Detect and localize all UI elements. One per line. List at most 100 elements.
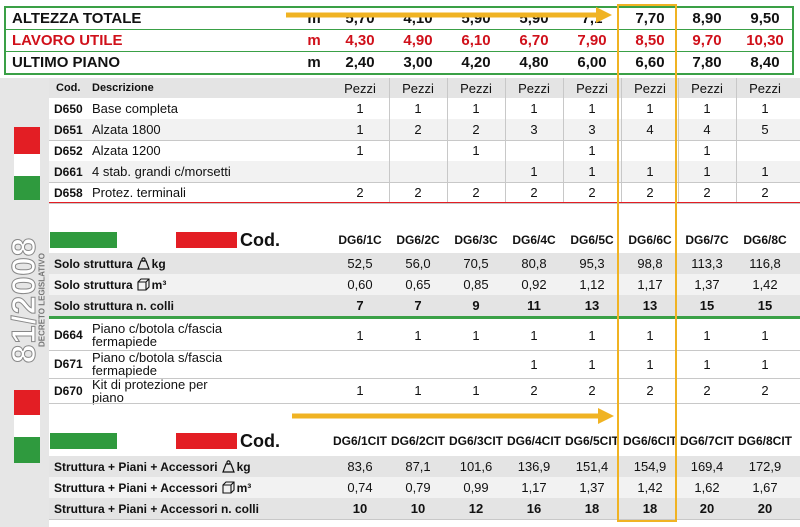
table-row: D651 Alzata 1800 1 2 2 3 3 4 4 5 [0, 119, 800, 140]
value-cell: 116,8 [749, 256, 781, 271]
value-cell: 9 [472, 298, 480, 313]
column-separator [447, 78, 448, 202]
row-bg [49, 477, 800, 498]
value-cell: 2 [588, 383, 596, 398]
value-cell: 2 [530, 185, 538, 200]
value-cell: 7 [356, 298, 364, 313]
spec-label: ALTEZZA TOTALE [12, 10, 142, 27]
highlight-column [617, 4, 677, 522]
value-cell: 2 [472, 185, 480, 200]
cube-icon [222, 481, 235, 494]
value-cell: 1 [703, 356, 711, 372]
row-separator [49, 140, 800, 141]
value-cell: 1 [646, 356, 654, 372]
value-cell: 1 [414, 327, 422, 343]
value-cell: 2 [414, 185, 422, 200]
value-cell: 154,9 [633, 459, 667, 474]
value-cell: 1 [530, 101, 538, 116]
spec-row: LAVORO UTILE m 4,30 4,90 6,10 6,70 7,90 8,50 9,7… [0, 30, 800, 51]
flag-2-green [14, 437, 40, 463]
value-cell: 2,40 [345, 54, 375, 71]
value-cell [331, 350, 389, 378]
value-cell: 1 [703, 143, 711, 158]
spec-label: Struttura + Piani + Accessori m³ [50, 477, 330, 498]
part-code: D658 [54, 185, 83, 200]
struct-cod-label: Cod. [240, 229, 280, 250]
full-green-swatch [50, 433, 117, 449]
spec-label-text: Solo struttura [54, 256, 133, 271]
spec-label: Struttura + Piani + Accessori n. colli [50, 498, 330, 519]
table-row: Struttura + Piani + Accessori n. colli 10… [0, 498, 800, 519]
table-row: Solo struttura n. colli 7 7 9 11 13 13 15 15 [0, 295, 800, 316]
table-row: D650 Base completa 1 1 1 1 1 1 1 1 [0, 98, 800, 119]
spec-label-text: Solo struttura [54, 277, 133, 292]
part-code: D664 [54, 328, 83, 342]
value-cell: 2 [356, 185, 364, 200]
value-cell: 1 [646, 101, 654, 116]
value-cell: 6,10 [461, 32, 491, 49]
value-cell: 1 [588, 101, 596, 116]
flag-2-white [14, 415, 40, 437]
value-cell: 1,12 [579, 277, 605, 292]
descr-header: Descrizione [92, 82, 154, 94]
value-cell: 1 [588, 356, 596, 372]
row-separator [49, 519, 800, 520]
full-cod-label: Cod. [240, 430, 280, 451]
arrow-top-icon [286, 7, 612, 23]
value-cell: 13 [584, 298, 600, 313]
value-cell: 56,0 [405, 256, 431, 271]
green-divider [49, 316, 800, 319]
value-cell: 1 [356, 143, 364, 158]
full-model-header: DG6/1CIT [332, 434, 387, 448]
flag-1-green [14, 176, 40, 200]
value-cell: 0,92 [521, 277, 547, 292]
unit-label: kg [236, 459, 251, 474]
value-cell: 1,62 [694, 480, 720, 495]
part-code: D650 [54, 101, 83, 116]
table-row: Struttura + Piani + Accessori kg 83,6 87,1 1… [0, 456, 800, 477]
value-cell: 3 [588, 122, 596, 137]
unit-label: m [307, 32, 321, 49]
value-cell: 1 [646, 164, 654, 179]
row-separator [49, 350, 800, 351]
value-cell: 0,85 [463, 277, 489, 292]
unit-label: m³ [236, 480, 252, 495]
table-row: D661 4 stab. grandi c/morsetti 1 1 1 1 1 [0, 161, 800, 182]
value-cell: 1 [472, 143, 480, 158]
struct-model-header: DG6/5C [570, 233, 614, 247]
value-cell: 2 [472, 122, 480, 137]
value-cell: 2 [761, 383, 769, 398]
value-cell: 1 [530, 356, 538, 372]
table-row: Solo struttura kg 52,5 56,0 70,5 80,8 95,3 98,8… [0, 253, 800, 274]
row-bg [49, 498, 800, 519]
value-cell: 15 [699, 298, 715, 313]
pieces-header: Pezzi [576, 80, 608, 96]
table-row: Struttura + Piani + Accessori m³ 0,74 0,79 0… [0, 477, 800, 498]
value-cell: 1 [703, 164, 711, 179]
full-model-header: DG6/8CIT [737, 434, 792, 448]
value-cell: 2 [530, 383, 538, 398]
row-bg [49, 456, 800, 477]
value-cell: 169,4 [690, 459, 724, 474]
value-cell: 6,00 [577, 54, 607, 71]
struct-model-header: DG6/3C [454, 233, 498, 247]
value-cell: 1,37 [694, 277, 720, 292]
value-cell: 87,1 [405, 459, 431, 474]
value-cell [505, 140, 563, 161]
struct-red-swatch [176, 232, 237, 248]
value-cell: 1,17 [521, 480, 547, 495]
value-cell: 98,8 [637, 256, 663, 271]
table-row: Solo struttura m³ 0,60 0,65 0,85 0,92 1,12 1,17… [0, 274, 800, 295]
cod-header: Cod. [56, 82, 81, 94]
flag-1-white [14, 154, 40, 176]
value-cell: 10 [410, 501, 426, 516]
value-cell: 18 [642, 501, 658, 516]
part-description: Protez. terminali [92, 185, 186, 200]
value-cell: 80,8 [521, 256, 547, 271]
full-header: Cod. DG6/1CIT DG6/2CIT DG6/3CIT DG6/4CIT DG6/… [0, 427, 800, 455]
spec-label-text: Solo struttura n. colli [54, 298, 175, 313]
struct-model-header: DG6/2C [396, 233, 440, 247]
value-cell: 1 [761, 327, 769, 343]
value-cell: 2 [703, 185, 711, 200]
row-bg [49, 119, 800, 140]
